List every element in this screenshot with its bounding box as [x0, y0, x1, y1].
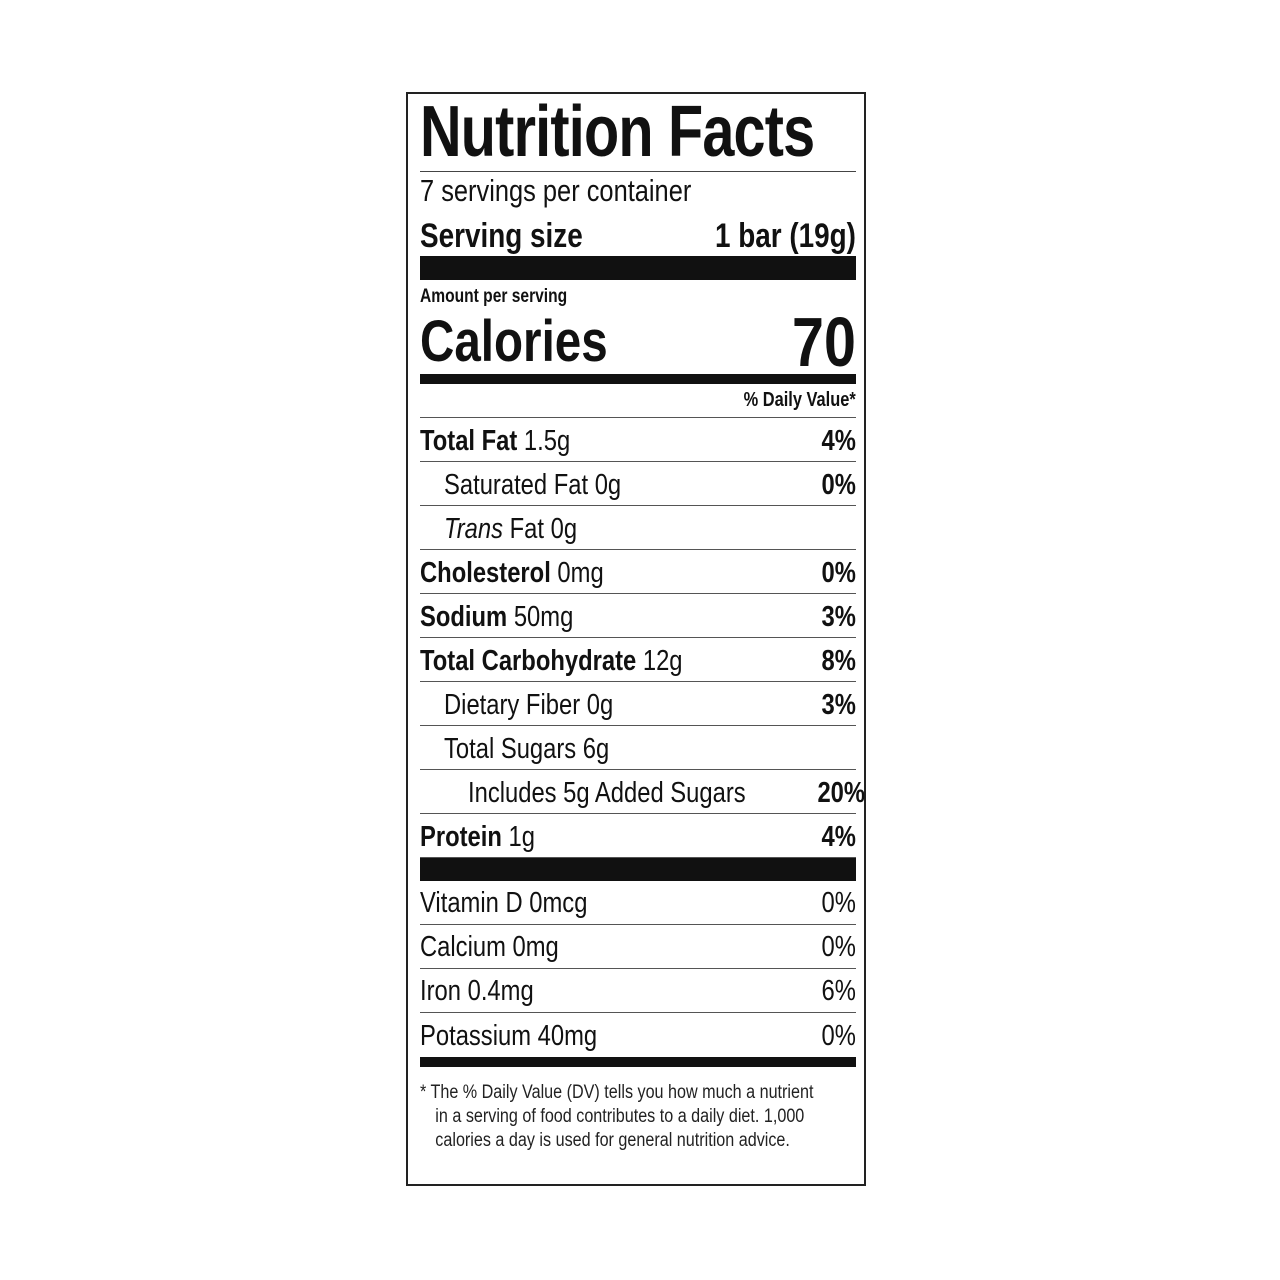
nutrient-row: Sodium 50mg 3% — [420, 594, 856, 638]
nutrient-name-italic: Trans — [444, 513, 504, 545]
vitamin-amount: 0mg — [512, 931, 559, 963]
nutrient-name-text: Saturated Fat — [444, 469, 589, 501]
vitamin-name-text: Iron — [420, 975, 461, 1007]
nutrient-row: Cholesterol 0mg 0% — [420, 550, 856, 594]
nutrient-amount: 50mg — [513, 601, 574, 633]
nutrient-daily-value: 4% — [821, 821, 856, 853]
daily-value-header: % Daily Value* — [420, 384, 856, 418]
nutrient-name: Trans Fat 0g — [444, 509, 577, 549]
servings-per-container: 7 servings per container — [420, 173, 692, 208]
nutrient-daily-value: 8% — [821, 645, 856, 677]
nutrient-name: Total Carbohydrate 12g — [420, 641, 683, 681]
vitamin-row: Calcium 0mg 0% — [420, 925, 856, 969]
vitamin-daily-value: 0% — [821, 1020, 856, 1052]
nutrient-name-text: Sodium — [420, 601, 508, 633]
nutrient-name: Sodium 50mg — [420, 597, 573, 637]
thick-divider — [420, 858, 856, 881]
nutrient-amount: 1g — [508, 821, 535, 853]
nutrient-name-text: Protein — [420, 821, 502, 853]
medium-divider — [420, 374, 856, 384]
vitamin-amount: 40mg — [537, 1020, 598, 1052]
nutrient-name-rest: Fat — [509, 513, 545, 545]
nutrient-name-text: Total Carbohydrate — [420, 645, 637, 677]
nutrient-row: Trans Fat 0g — [420, 506, 856, 550]
vitamin-name-text: Vitamin D — [420, 887, 523, 919]
nutrient-name: Protein 1g — [420, 817, 535, 857]
nutrient-name: Total Sugars 6g — [444, 729, 609, 769]
nutrient-amount: 0g — [586, 689, 614, 721]
nutrient-name-text: Total Fat — [420, 425, 518, 457]
vitamin-amount: 0.4mg — [467, 975, 534, 1007]
calories-value: 70 — [792, 303, 856, 381]
nutrient-name: Cholesterol 0mg — [420, 553, 604, 593]
vitamin-name: Vitamin D 0mcg — [420, 882, 587, 924]
vitamin-name: Potassium 40mg — [420, 1015, 597, 1057]
vitamin-name: Calcium 0mg — [420, 926, 559, 968]
vitamin-daily-value: 0% — [821, 887, 856, 919]
label-title: Nutrition Facts — [420, 93, 856, 172]
nutrient-row: Dietary Fiber 0g 3% — [420, 682, 856, 726]
vitamin-name-text: Potassium — [420, 1020, 532, 1052]
nutrition-facts-label: Nutrition Facts 7 servings per container… — [406, 92, 866, 1186]
nutrient-amount: 6g — [582, 733, 610, 765]
thick-divider — [420, 256, 856, 280]
nutrient-amount: 12g — [642, 645, 683, 677]
nutrient-name: Dietary Fiber 0g — [444, 685, 613, 725]
nutrient-amount: 0mg — [557, 557, 604, 589]
vitamin-row: Iron 0.4mg 6% — [420, 969, 856, 1013]
calories-row: Calories 70 — [420, 303, 856, 381]
nutrient-daily-value: 20% — [817, 777, 865, 809]
nutrient-daily-value: 0% — [821, 469, 856, 501]
footnote: * The % Daily Value (DV) tells you how m… — [420, 1082, 814, 1151]
nutrient-row: Total Sugars 6g — [420, 726, 856, 770]
nutrient-name: Total Fat 1.5g — [420, 421, 570, 461]
serving-size: Serving size 1 bar (19g) — [420, 217, 856, 255]
nutrient-name-text: Cholesterol — [420, 557, 551, 589]
nutrient-name-text: Total Sugars — [444, 733, 577, 765]
nutrient-daily-value: 3% — [821, 689, 856, 721]
nutrient-amount: 0g — [594, 469, 622, 501]
nutrient-name: Includes 5g Added Sugars — [468, 773, 746, 813]
nutrient-amount: 0g — [550, 513, 578, 545]
nutrient-list: Total Fat 1.5g 4% Saturated Fat 0g 0% Trans … — [420, 418, 865, 858]
vitamin-daily-value: 0% — [821, 931, 856, 963]
nutrient-name: Saturated Fat 0g — [444, 465, 621, 505]
vitamin-list: Vitamin D 0mcg 0% Calcium 0mg 0% Iron 0.4mg 6… — [420, 881, 856, 1057]
medium-divider — [420, 1057, 856, 1067]
nutrient-row: Protein 1g 4% — [420, 814, 856, 858]
vitamin-row: Vitamin D 0mcg 0% — [420, 881, 856, 925]
nutrient-daily-value: 4% — [821, 425, 856, 457]
nutrient-amount: 1.5g — [523, 425, 571, 457]
nutrient-row: Includes 5g Added Sugars 20% — [420, 770, 865, 814]
nutrient-daily-value: 0% — [821, 557, 856, 589]
vitamin-name: Iron 0.4mg — [420, 970, 534, 1012]
amount-per-serving: Amount per serving — [420, 286, 568, 307]
nutrient-daily-value: 3% — [821, 601, 856, 633]
vitamin-amount: 0mcg — [529, 887, 588, 919]
nutrient-row: Total Fat 1.5g 4% — [420, 418, 856, 462]
vitamin-daily-value: 6% — [821, 975, 856, 1007]
nutrient-name-text: Includes 5g Added Sugars — [468, 777, 746, 809]
vitamin-name-text: Calcium — [420, 931, 506, 963]
nutrient-row: Total Carbohydrate 12g 8% — [420, 638, 856, 682]
vitamin-row: Potassium 40mg 0% — [420, 1013, 856, 1057]
nutrient-row: Saturated Fat 0g 0% — [420, 462, 856, 506]
nutrient-name-text: Dietary Fiber — [444, 689, 581, 721]
calories-label: Calories — [420, 309, 608, 374]
